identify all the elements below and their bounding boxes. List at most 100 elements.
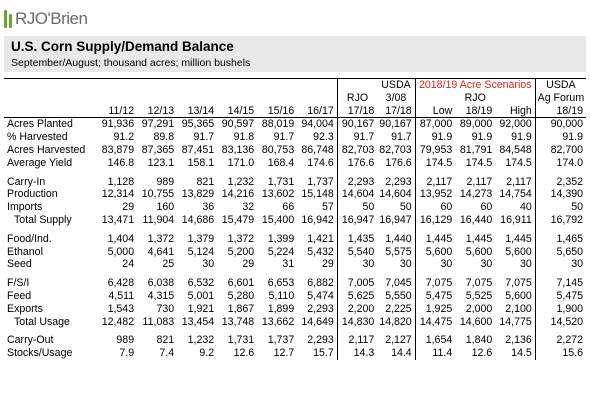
header-row-1: USDA 2018/19 Acre Scenarios USDA <box>4 77 586 92</box>
table-cell: 50 <box>399 201 412 214</box>
table-cell: 89,000 <box>459 118 493 131</box>
supply-demand-table: USDA 2018/19 Acre Scenarios USDA RJO 3/0… <box>4 77 586 360</box>
table-row: Stocks/Usage 7.9 7.4 9.2 12.6 12.7 15.7 14.3 14.… <box>4 347 586 360</box>
table-cell: 16,792 <box>534 213 586 227</box>
table-cell: 5,475 <box>414 289 456 303</box>
column-header: 14/15 <box>217 104 258 119</box>
table-cell: 30 <box>414 258 456 272</box>
table-cell: 6,038 <box>147 277 175 290</box>
table-cell: 91.9 <box>534 131 586 144</box>
table-cell: 16,440 <box>459 213 493 226</box>
header-row-3: 11/12 12/13 13/14 14/15 15/16 16/17 17/18 17/18… <box>4 104 586 119</box>
table-cell: 1,232 <box>227 175 255 188</box>
table-cell: 2,117 <box>466 175 493 188</box>
table-cell: 57 <box>321 201 334 214</box>
spacer-row <box>4 169 586 176</box>
table-cell: 2,117 <box>336 334 378 348</box>
row-label: Ethanol <box>7 245 43 258</box>
table-cell: 24 <box>122 258 135 271</box>
table-cell: 7.4 <box>159 347 175 360</box>
table-cell: 83,879 <box>101 143 135 156</box>
table-cell: 14,216 <box>221 188 255 201</box>
title-box: U.S. Corn Supply/Demand Balance Septembe… <box>4 36 586 72</box>
table-cell: 174.5 <box>505 156 532 169</box>
table-cell: 92,000 <box>499 118 532 131</box>
table-cell: 1,440 <box>385 232 412 245</box>
table-cell: 90,597 <box>221 118 255 131</box>
table-cell: 60 <box>480 201 493 214</box>
table-cell: 50 <box>534 201 586 214</box>
table-cell: 15.6 <box>534 347 586 360</box>
table-cell: 30 <box>336 258 378 272</box>
table-cell: 176.6 <box>336 156 378 170</box>
logo-bars-icon <box>4 10 12 28</box>
table-row: Imports 29 160 36 32 66 57 50 50 60 60 40 50 <box>4 201 586 214</box>
table-cell: 25 <box>162 258 175 271</box>
table-cell: 16,942 <box>301 213 334 226</box>
table-cell: 50 <box>336 201 378 214</box>
table-row: Total Usage 12,482 11,083 13,454 13,748 13,66… <box>4 315 586 329</box>
table-cell: 1,128 <box>107 175 135 188</box>
header-rjo-1: RJO <box>336 91 378 105</box>
table-cell: 1,925 <box>414 302 456 316</box>
table-cell: 30 <box>202 258 215 271</box>
brand-name: RJO'Brien <box>15 9 88 28</box>
table-cell: 5,575 <box>385 245 412 258</box>
table-cell: 15,148 <box>301 188 334 201</box>
table-cell: 2,225 <box>385 302 412 315</box>
table-cell: 5,600 <box>465 245 493 258</box>
table-cell: 1,404 <box>107 232 135 245</box>
row-label: Production <box>7 188 58 201</box>
table-cell: 1,372 <box>227 232 255 245</box>
column-header: High <box>495 104 536 119</box>
row-label: Average Yield <box>7 156 73 169</box>
header-acre-scenarios: 2018/19 Acre Scenarios <box>414 77 536 92</box>
table-cell: 14,604 <box>379 188 412 201</box>
table-cell: 82,703 <box>379 143 412 156</box>
row-label: Food/Ind. <box>7 232 52 245</box>
table-cell: 13,471 <box>101 213 135 226</box>
table-cell: 1,737 <box>307 175 334 188</box>
table-cell: 9.2 <box>199 347 215 360</box>
table-cell: 91.2 <box>113 131 135 144</box>
table-cell: 83,136 <box>221 143 255 156</box>
table-cell: 7,075 <box>414 277 456 290</box>
table-cell: 82,703 <box>336 143 378 157</box>
header-usda-2: USDA <box>534 77 586 92</box>
table-cell: 1,399 <box>267 232 295 245</box>
table-cell: 1,900 <box>534 302 586 316</box>
table-cell: 5,600 <box>414 245 456 259</box>
table-cell: 171.0 <box>227 156 255 169</box>
table-cell: 11,904 <box>142 213 175 226</box>
table-cell: 14.5 <box>511 347 532 360</box>
table-cell: 88,019 <box>261 118 295 131</box>
table-cell: 5,650 <box>534 245 586 259</box>
table-cell: 87,365 <box>141 143 175 156</box>
header-date: 3/08 <box>385 91 407 104</box>
table-cell: 13,662 <box>261 315 295 328</box>
table-cell: 1,372 <box>147 232 175 245</box>
table-cell: 14,390 <box>534 188 586 202</box>
table-cell: 5,124 <box>187 245 215 258</box>
table-cell: 12,482 <box>101 315 135 328</box>
table-cell: 2,117 <box>506 175 532 188</box>
table-cell: 10,755 <box>141 188 175 201</box>
table-cell: 15.7 <box>313 347 334 360</box>
table-cell: 14,820 <box>379 315 412 328</box>
table-cell: 6,882 <box>307 277 334 290</box>
table-cell: 60 <box>414 201 456 214</box>
table-row: Feed 4,511 4,315 5,001 5,280 5,110 5,474 5,625 5… <box>4 289 586 303</box>
table-cell: 7,075 <box>465 277 493 290</box>
spacer-row <box>4 226 586 233</box>
table-cell: 13,602 <box>261 188 295 201</box>
table-cell: 730 <box>156 302 175 315</box>
table-cell: 1,654 <box>414 334 456 348</box>
table-row: Carry-Out 989 821 1,232 1,731 1,737 2,293 2,117… <box>4 334 586 348</box>
column-header: 17/18 <box>377 104 416 119</box>
table-cell: 821 <box>156 334 175 347</box>
table-row: Food/Ind. 1,404 1,372 1,379 1,372 1,399 1,421 1… <box>4 232 586 246</box>
table-cell: 14,600 <box>459 315 493 328</box>
table-cell: 94,004 <box>301 118 334 131</box>
table-row: Acres Planted 91,936 97,291 95,365 90,597 88,… <box>4 117 586 132</box>
table-cell: 7,045 <box>385 277 412 290</box>
